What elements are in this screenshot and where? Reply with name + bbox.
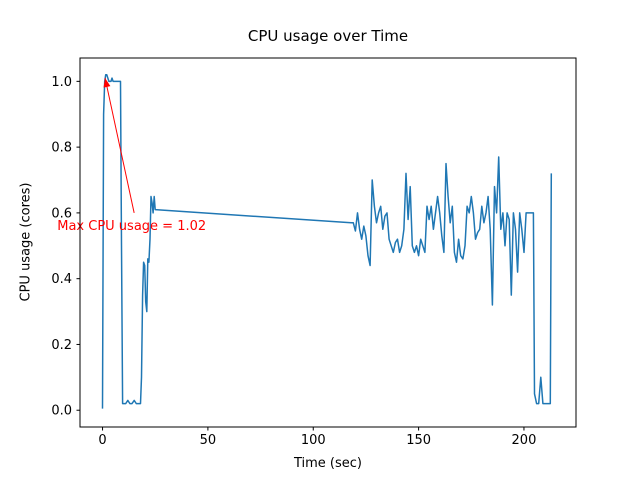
x-tick-label: 0 [98, 433, 106, 448]
series-line-cpu_usage [101, 74, 553, 409]
annotation-arrowhead-icon [103, 78, 111, 88]
plot-border [79, 57, 577, 428]
annotation-text: Max CPU usage = 1.02 [57, 219, 206, 234]
x-tick-label: 100 [301, 433, 326, 448]
annotation-arrow-line [104, 77, 135, 214]
x-tick-label: 50 [200, 433, 217, 448]
y-tick-label: 0.8 [51, 141, 72, 156]
y-tick-label: 0.2 [51, 338, 72, 353]
x-tick-label: 200 [512, 433, 537, 448]
y-tick-label: 0.0 [51, 404, 72, 419]
x-axis-label: Time (sec) [293, 456, 362, 471]
y-tick-label: 0.6 [51, 206, 72, 221]
y-tick-label: 1.0 [51, 75, 72, 90]
y-tick-label: 0.4 [51, 272, 72, 287]
chart-title: CPU usage over Time [247, 27, 409, 45]
x-tick-label: 150 [406, 433, 431, 448]
